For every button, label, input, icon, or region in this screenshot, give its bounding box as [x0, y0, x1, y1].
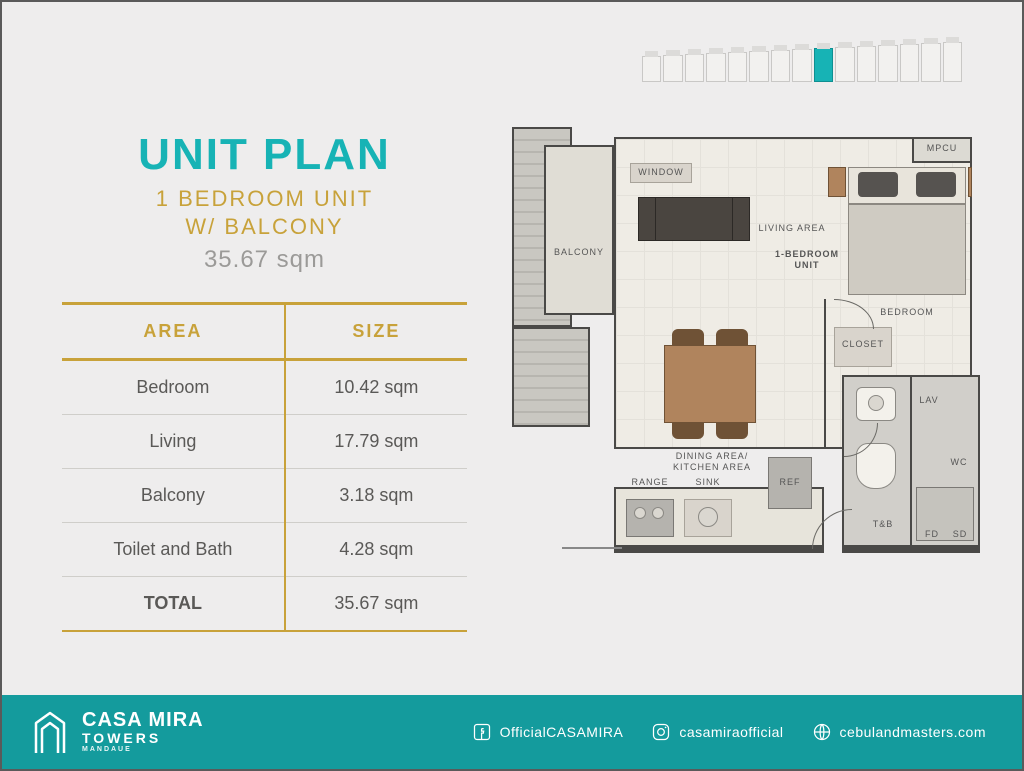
label-lav: LAV: [914, 395, 944, 406]
cell-size: 10.42 sqm: [285, 360, 467, 415]
label-sd: SD: [948, 529, 972, 540]
social-instagram-label: casamiraofficial: [679, 724, 783, 740]
floorkey-slot: [771, 50, 790, 82]
floorkey-slot: [685, 54, 704, 82]
floorkey-slot: [706, 53, 725, 82]
table-row: Bedroom10.42 sqm: [62, 360, 467, 415]
globe-icon: [812, 722, 832, 742]
table-row: Balcony3.18 sqm: [62, 469, 467, 523]
label-mpcu: MPCU: [916, 143, 968, 154]
social-facebook: OfficialCASAMIRA: [472, 722, 624, 742]
floorkey-slot: [792, 49, 811, 82]
cell-total-size: 35.67 sqm: [285, 577, 467, 632]
table-header-area: AREA: [62, 304, 285, 360]
label-ref: REF: [774, 477, 806, 488]
table-row: Toilet and Bath4.28 sqm: [62, 523, 467, 577]
floorkey-slot: [642, 56, 661, 82]
floorkey-slot: [943, 42, 962, 82]
floorkey-slot: [835, 47, 854, 82]
label-range: RANGE: [626, 477, 674, 488]
floorkey-slot: [921, 43, 940, 82]
label-closet: CLOSET: [838, 339, 888, 350]
unit-total-size: 35.67 sqm: [62, 246, 467, 274]
floorkey-slot: [728, 52, 747, 82]
cell-area: Balcony: [62, 469, 285, 523]
label-bedroom: BEDROOM: [872, 307, 942, 318]
floor-key: [642, 30, 962, 82]
table-row-total: TOTAL35.67 sqm: [62, 577, 467, 632]
unit-plan-title: UNIT PLAN: [62, 130, 467, 180]
social-facebook-label: OfficialCASAMIRA: [500, 724, 624, 740]
social-web: cebulandmasters.com: [812, 722, 986, 742]
cell-area: Bedroom: [62, 360, 285, 415]
label-fd: FD: [920, 529, 944, 540]
floorkey-slot: [749, 51, 768, 82]
cell-total-label: TOTAL: [62, 577, 285, 632]
floor-plan: BALCONY MPCU WINDOW LIVING AREA 1-BEDROO…: [512, 127, 982, 607]
tower-icon: [30, 709, 70, 755]
table-row: Living17.79 sqm: [62, 415, 467, 469]
social-instagram: casamiraofficial: [651, 722, 783, 742]
label-unit: 1-BEDROOM UNIT: [762, 249, 852, 271]
social-web-label: cebulandmasters.com: [840, 724, 986, 740]
label-sink: SINK: [688, 477, 728, 488]
brand-line2: TOWERS: [82, 731, 204, 746]
cell-area: Living: [62, 415, 285, 469]
cell-size: 4.28 sqm: [285, 523, 467, 577]
floorkey-slot: [857, 46, 876, 82]
label-wc: WC: [946, 457, 972, 468]
floorkey-slot: [814, 48, 833, 82]
footer-bar: CASA MIRA TOWERS MANDAUE OfficialCASAMIR…: [2, 695, 1022, 769]
floorkey-slot: [663, 55, 682, 82]
instagram-icon: [651, 722, 671, 742]
label-living: LIVING AREA: [752, 223, 832, 234]
brand-line3: MANDAUE: [82, 746, 204, 753]
label-tb: T&B: [868, 519, 898, 530]
brand-line1: CASA MIRA: [82, 710, 204, 731]
label-window: WINDOW: [634, 167, 688, 178]
facebook-icon: [472, 722, 492, 742]
cell-size: 17.79 sqm: [285, 415, 467, 469]
info-column: UNIT PLAN 1 BEDROOM UNIT W/ BALCONY 35.6…: [62, 130, 467, 632]
unit-subtitle-1: 1 BEDROOM UNIT: [62, 186, 467, 212]
unit-subtitle-2: W/ BALCONY: [62, 214, 467, 240]
floorkey-slot: [900, 44, 919, 82]
brand-logo: CASA MIRA TOWERS MANDAUE: [30, 709, 204, 755]
cell-area: Toilet and Bath: [62, 523, 285, 577]
floorkey-slot: [878, 45, 897, 82]
cell-size: 3.18 sqm: [285, 469, 467, 523]
label-dining: DINING AREA/ KITCHEN AREA: [662, 451, 762, 473]
table-header-size: SIZE: [285, 304, 467, 360]
label-balcony: BALCONY: [552, 247, 606, 258]
area-table: AREA SIZE Bedroom10.42 sqmLiving17.79 sq…: [62, 302, 467, 632]
